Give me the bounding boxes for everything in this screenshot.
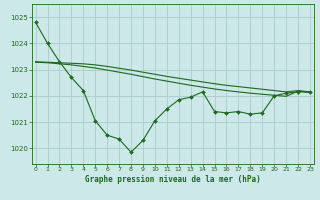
X-axis label: Graphe pression niveau de la mer (hPa): Graphe pression niveau de la mer (hPa) [85, 175, 261, 184]
